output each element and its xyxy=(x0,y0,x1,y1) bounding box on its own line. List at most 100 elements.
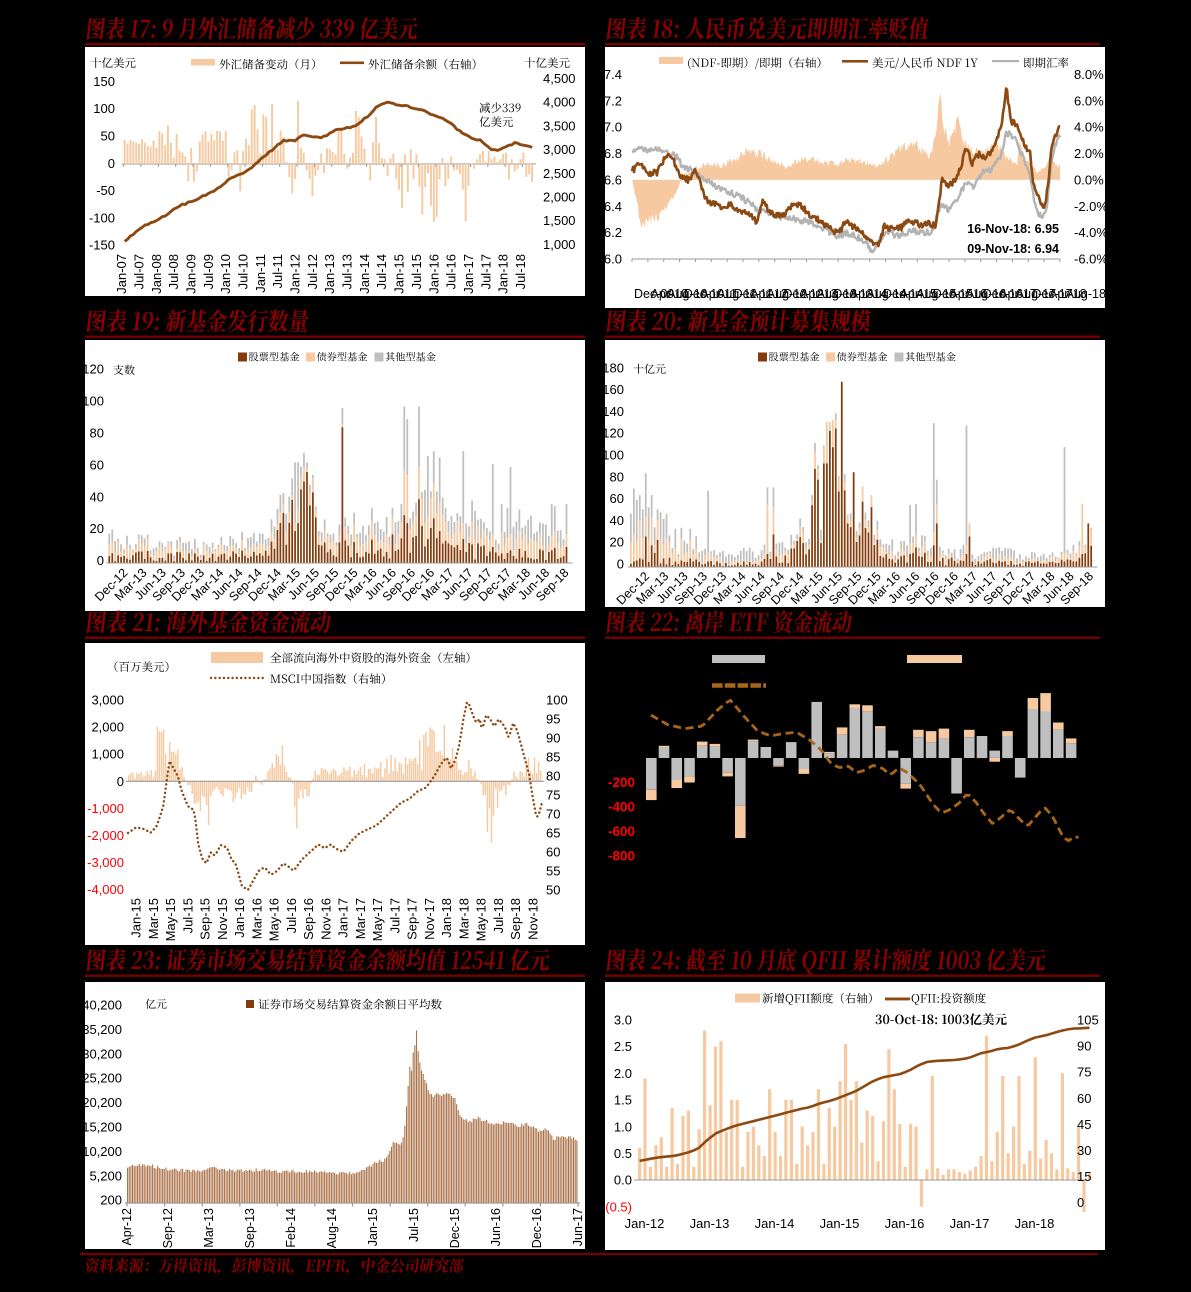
svg-text:Nov-18: Nov-18 xyxy=(525,898,540,940)
svg-text:7.2: 7.2 xyxy=(604,93,622,108)
svg-text:Dec-15: Dec-15 xyxy=(933,287,973,301)
svg-text:Jul-07: Jul-07 xyxy=(132,254,147,289)
svg-text:Aug-13: Aug-13 xyxy=(817,287,857,301)
svg-text:40,200: 40,200 xyxy=(82,998,122,1013)
svg-text:Aug-17: Aug-17 xyxy=(1016,287,1056,301)
svg-text:60: 60 xyxy=(546,845,560,860)
svg-text:Jan-09: Jan-09 xyxy=(184,254,199,294)
svg-text:1,000: 1,000 xyxy=(91,747,124,762)
svg-text:140: 140 xyxy=(602,404,624,419)
svg-text:1,500: 1,500 xyxy=(543,213,576,228)
svg-text:3,000: 3,000 xyxy=(91,693,124,708)
svg-text:-6.0%: -6.0% xyxy=(1074,252,1108,267)
svg-text:-800: -800 xyxy=(608,849,635,864)
svg-text:-3,000: -3,000 xyxy=(87,855,124,870)
svg-text:1.5: 1.5 xyxy=(614,1093,632,1108)
svg-text:-2.0%: -2.0% xyxy=(1074,199,1108,214)
svg-text:-600: -600 xyxy=(608,824,635,839)
svg-text:200: 200 xyxy=(100,1193,122,1208)
svg-text:Aug-16: Aug-16 xyxy=(966,287,1006,301)
svg-text:20: 20 xyxy=(610,535,624,550)
svg-text:Apr-13: Apr-13 xyxy=(800,287,838,301)
svg-text:6.2: 6.2 xyxy=(604,225,622,240)
svg-text:70: 70 xyxy=(546,807,560,822)
svg-text:Apr-14: Apr-14 xyxy=(850,287,888,301)
svg-text:0.0%: 0.0% xyxy=(1074,172,1104,187)
svg-text:-4.0%: -4.0% xyxy=(1074,225,1108,240)
svg-text:Jun-17: Jun-17 xyxy=(571,1208,585,1246)
svg-text:7.4: 7.4 xyxy=(604,67,622,82)
svg-text:0.5: 0.5 xyxy=(614,1146,632,1161)
svg-text:Jul-15: Jul-15 xyxy=(409,254,424,289)
svg-text:95: 95 xyxy=(546,712,560,727)
svg-text:-150: -150 xyxy=(89,238,115,253)
svg-text:Nov-17: Nov-17 xyxy=(422,898,437,940)
svg-text:Jul-15: Jul-15 xyxy=(180,898,195,933)
svg-text:80: 80 xyxy=(90,425,104,440)
svg-text:Nov-15: Nov-15 xyxy=(215,898,230,940)
svg-text:Jul-13: Jul-13 xyxy=(340,254,355,289)
svg-text:6.4: 6.4 xyxy=(604,199,622,214)
svg-text:May-18: May-18 xyxy=(474,898,489,941)
svg-text:Apr-16: Apr-16 xyxy=(949,287,987,301)
svg-text:105: 105 xyxy=(1077,1013,1099,1028)
svg-text:2,000: 2,000 xyxy=(543,190,576,205)
svg-text:75: 75 xyxy=(1077,1065,1091,1080)
svg-text:-200: -200 xyxy=(608,775,635,790)
svg-text:Jan-15: Jan-15 xyxy=(129,898,144,938)
svg-text:Jul-18: Jul-18 xyxy=(513,254,528,289)
svg-text:60: 60 xyxy=(610,491,624,506)
svg-text:2.5: 2.5 xyxy=(614,1039,632,1054)
svg-text:Jan-15: Jan-15 xyxy=(366,1208,380,1246)
svg-text:6.0: 6.0 xyxy=(604,252,622,267)
svg-text:Jan-12: Jan-12 xyxy=(288,254,303,294)
svg-text:-4,000: -4,000 xyxy=(87,882,124,897)
svg-text:Jan-17: Jan-17 xyxy=(461,254,476,294)
svg-text:80: 80 xyxy=(610,469,624,484)
svg-text:Dec-13: Dec-13 xyxy=(833,287,873,301)
svg-text:150: 150 xyxy=(93,74,115,89)
svg-text:1,000: 1,000 xyxy=(543,237,576,252)
svg-text:50: 50 xyxy=(101,129,115,144)
svg-text:Jul-16: Jul-16 xyxy=(444,254,459,289)
svg-text:Jul-14: Jul-14 xyxy=(374,254,389,289)
svg-text:Sep-17: Sep-17 xyxy=(405,898,420,940)
svg-text:Jan-14: Jan-14 xyxy=(755,1216,795,1231)
svg-text:Nov-16: Nov-16 xyxy=(318,898,333,940)
svg-text:8.0%: 8.0% xyxy=(1074,67,1104,82)
svg-text:0: 0 xyxy=(1077,1195,1084,1210)
svg-text:Apr-15: Apr-15 xyxy=(900,287,938,301)
svg-text:35,200: 35,200 xyxy=(82,1022,122,1037)
svg-text:Jan-14: Jan-14 xyxy=(357,254,372,294)
svg-text:180: 180 xyxy=(602,360,624,375)
svg-text:Aug-14: Aug-14 xyxy=(866,287,906,301)
svg-text:Dec-15: Dec-15 xyxy=(448,1208,462,1248)
svg-text:-50: -50 xyxy=(96,183,115,198)
svg-text:7.0: 7.0 xyxy=(604,120,622,135)
svg-text:(0.5): (0.5) xyxy=(605,1200,632,1215)
svg-text:-1,000: -1,000 xyxy=(87,801,124,816)
svg-text:1.0: 1.0 xyxy=(614,1119,632,1134)
svg-text:30,200: 30,200 xyxy=(82,1046,122,1061)
svg-text:-2,000: -2,000 xyxy=(87,828,124,843)
svg-text:85: 85 xyxy=(546,750,560,765)
svg-text:Jan-11: Jan-11 xyxy=(253,254,268,293)
svg-text:Aug-12: Aug-12 xyxy=(767,287,807,301)
svg-text:Dec-14: Dec-14 xyxy=(883,287,923,301)
svg-text:Jul-08: Jul-08 xyxy=(166,254,181,289)
svg-text:50: 50 xyxy=(546,883,560,898)
svg-text:Jan-15: Jan-15 xyxy=(392,254,407,294)
svg-text:Jan-13: Jan-13 xyxy=(690,1216,730,1231)
svg-text:Jan-17: Jan-17 xyxy=(336,898,351,938)
svg-text:4,000: 4,000 xyxy=(543,95,576,110)
svg-text:40: 40 xyxy=(610,513,624,528)
svg-text:Aug-14: Aug-14 xyxy=(325,1208,339,1248)
svg-text:30: 30 xyxy=(1077,1143,1091,1158)
svg-text:Mar-16: Mar-16 xyxy=(249,898,264,939)
svg-text:Jan-18: Jan-18 xyxy=(496,254,511,294)
svg-text:25,200: 25,200 xyxy=(82,1071,122,1086)
svg-text:Jan-10: Jan-10 xyxy=(218,254,233,294)
svg-text:Mar-17: Mar-17 xyxy=(353,898,368,939)
svg-text:Apr-12: Apr-12 xyxy=(120,1208,134,1246)
svg-text:20: 20 xyxy=(90,521,104,536)
